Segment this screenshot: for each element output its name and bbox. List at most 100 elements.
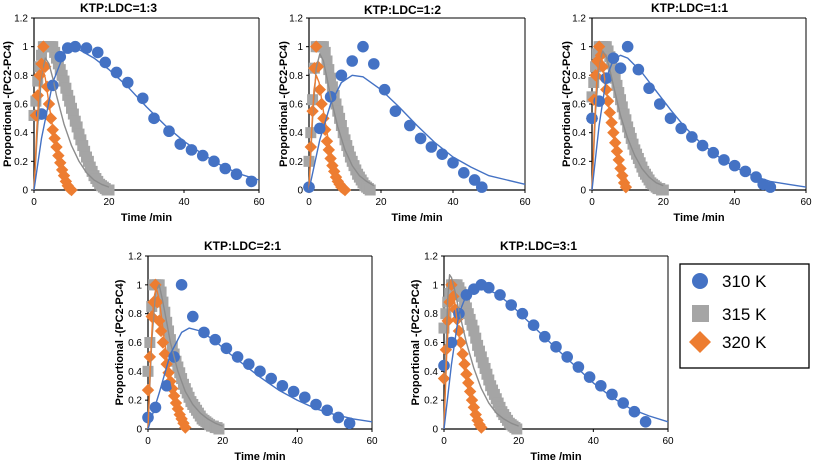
data-point-310k [121, 76, 134, 89]
fit-line-310k [591, 54, 807, 191]
data-point-315k [174, 367, 186, 379]
series-315k [303, 41, 376, 196]
data-point-310k [80, 42, 93, 54]
y-tick-label: 0.6 [14, 100, 28, 111]
data-point-310k [91, 46, 104, 59]
y-tick-label: 0.6 [572, 100, 586, 111]
data-point-320k [33, 69, 46, 82]
data-point-315k [67, 108, 79, 120]
data-point-315k [622, 121, 634, 133]
data-point-310k [378, 83, 391, 96]
x-tick-label: 40 [729, 197, 741, 208]
data-point-310k [175, 279, 188, 291]
data-point-315k [341, 140, 353, 152]
data-point-315k [62, 89, 74, 101]
data-point-315k [475, 351, 487, 363]
data-point-315k [590, 61, 602, 73]
x-tick-label: 20 [103, 197, 115, 208]
data-point-310k [572, 361, 585, 373]
y-tick-label: 0.8 [572, 71, 586, 82]
chart-panel-2: KTP:LDC=1:2 0 0.2 0.4 0.6 0.8 1 1.2 0 20 40 60 Time … [278, 3, 531, 224]
data-point-315k [166, 341, 178, 353]
data-point-310k [425, 141, 438, 153]
data-point-320k [475, 421, 488, 434]
data-point-310k [160, 379, 173, 392]
chart-panel-5: KTP:LDC=3:1 0 0.2 0.4 0.6 0.8 1 1.2 0 20 40 60 Time … [410, 239, 674, 463]
data-point-320k [322, 143, 335, 157]
data-point-310k [265, 372, 278, 385]
data-point-320k [338, 183, 352, 197]
data-point-310k [527, 319, 540, 332]
data-point-315k [481, 368, 493, 380]
data-point-315k [303, 155, 315, 167]
data-point-310k [550, 341, 562, 353]
data-point-315k [79, 145, 91, 157]
data-point-315k [321, 55, 333, 67]
legend-marker-315k [692, 305, 709, 322]
data-point-315k [623, 127, 635, 139]
data-point-310k [332, 411, 345, 424]
data-point-315k [60, 82, 72, 94]
x-tick-label: 60 [366, 436, 378, 447]
data-point-310k [368, 58, 380, 70]
data-point-315k [477, 357, 489, 369]
data-point-315k [47, 41, 59, 53]
data-point-310k [136, 92, 149, 105]
data-point-320k [31, 89, 44, 102]
x-tick-label: 40 [588, 436, 600, 447]
data-point-310k [614, 62, 627, 74]
series-310k [142, 279, 356, 430]
data-point-310k [346, 55, 359, 67]
data-point-315k [479, 362, 491, 374]
data-point-315k [307, 94, 319, 106]
data-point-310k [54, 50, 67, 63]
data-point-320k [317, 112, 330, 125]
y-tick-label: 0.4 [289, 128, 303, 139]
chart-title: KTP:LDC=1:1 [651, 1, 728, 15]
data-point-315k [483, 374, 495, 386]
y-tick-label: 0.8 [128, 309, 142, 320]
data-point-310k [476, 181, 488, 193]
data-point-315k [334, 112, 346, 124]
data-point-315k [444, 287, 456, 299]
data-point-315k [71, 121, 83, 133]
data-point-320k [456, 347, 469, 361]
chart-title: KTP:LDC=1:2 [364, 3, 441, 17]
fit-line-315k [443, 274, 519, 430]
data-point-315k [609, 72, 621, 84]
y-tick-label: 1.2 [14, 14, 28, 25]
data-point-310k [321, 404, 334, 417]
fit-line-310k [147, 327, 373, 430]
data-point-320k [145, 310, 158, 323]
data-point-315k [618, 108, 630, 120]
data-point-315k [459, 296, 471, 308]
data-point-315k [468, 325, 480, 337]
data-point-315k [462, 308, 474, 320]
y-tick-label: 1 [136, 280, 142, 291]
data-point-310k [287, 385, 300, 398]
data-point-310k [606, 388, 618, 401]
data-point-310k [389, 105, 402, 117]
y-tick-label: 1.2 [424, 252, 438, 263]
y-tick-label: 0.8 [424, 309, 438, 320]
data-point-315k [58, 75, 70, 87]
data-point-320k [454, 336, 467, 349]
chart-panel-4: KTP:LDC=2:1 0 0.2 0.4 0.6 0.8 1 1.2 0 20 40 60 Time … [114, 239, 378, 463]
data-point-320k [311, 60, 325, 73]
data-point-310k [438, 359, 450, 372]
data-point-315k [64, 95, 76, 107]
data-point-315k [69, 115, 81, 127]
y-tick-label: 0 [136, 425, 142, 436]
x-tick-label: 60 [800, 197, 812, 208]
data-point-310k [516, 307, 529, 320]
data-point-310k [69, 40, 82, 53]
x-tick-label: 60 [253, 197, 265, 208]
data-point-310k [595, 379, 607, 392]
data-point-315k [144, 337, 156, 348]
data-point-320k [592, 40, 606, 53]
data-point-310k [254, 365, 266, 378]
x-tick-label: 40 [178, 197, 190, 208]
data-point-315k [56, 69, 68, 81]
data-point-310k [209, 333, 221, 346]
fit-line-310k [33, 47, 260, 191]
